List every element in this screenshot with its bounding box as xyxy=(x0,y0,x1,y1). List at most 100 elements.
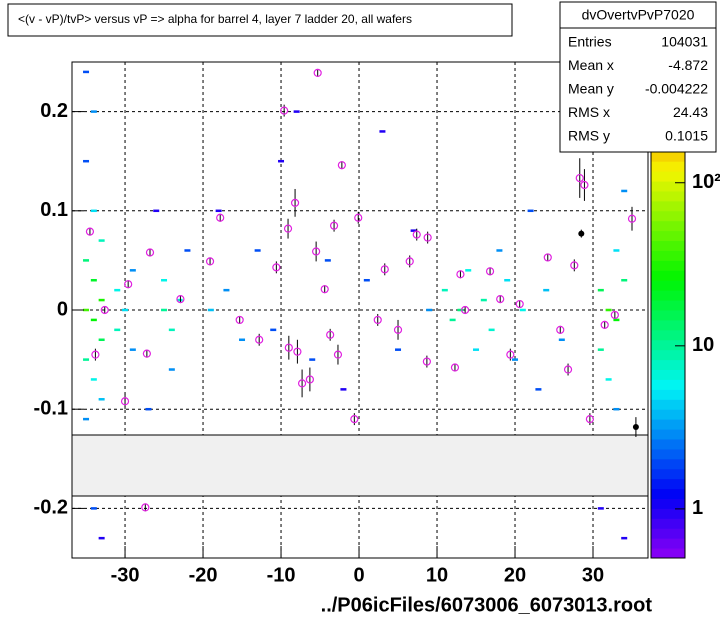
palette-step xyxy=(651,488,685,499)
x-tick-label: 0 xyxy=(353,564,364,586)
profile-point xyxy=(354,213,363,222)
heatmap-cell xyxy=(161,278,168,282)
heatmap-cell xyxy=(363,278,370,282)
heatmap-cell xyxy=(441,288,448,292)
profile-point xyxy=(350,415,359,424)
stats-label: Mean y xyxy=(568,81,614,97)
profile-point xyxy=(575,173,584,183)
heatmap-cell xyxy=(90,110,97,113)
profile-point xyxy=(543,253,552,262)
palette-step xyxy=(651,528,685,539)
heatmap-cell xyxy=(98,536,105,540)
palette-step xyxy=(651,210,685,222)
heatmap-cell xyxy=(621,278,628,282)
profile-point xyxy=(380,265,389,274)
z-tick-label: 10² xyxy=(692,171,720,193)
z-tick-label: 1 xyxy=(692,497,703,519)
palette-step xyxy=(651,319,685,331)
title-box xyxy=(7,3,513,37)
stats-value: 24.43 xyxy=(673,104,708,120)
heatmap-cell xyxy=(98,298,105,302)
profile-point xyxy=(326,330,335,339)
heatmap-cell xyxy=(426,308,433,312)
heatmap-cell xyxy=(98,239,105,242)
profile-point xyxy=(556,325,565,334)
palette-step xyxy=(651,260,685,271)
x-tick-label: -30 xyxy=(111,564,140,586)
heatmap-cell xyxy=(184,249,191,252)
profile-point xyxy=(456,270,465,279)
heatmap-cell xyxy=(215,209,222,213)
heatmap-cell xyxy=(621,189,628,193)
palette-step xyxy=(651,290,685,301)
heatmap-cell xyxy=(83,417,90,421)
palette-step xyxy=(651,399,685,410)
chart-title: <(v - vP)/tvP> versus vP => alpha for ba… xyxy=(18,12,412,26)
palette-step xyxy=(651,379,685,390)
stats-value: 0.1015 xyxy=(665,128,708,144)
palette-step xyxy=(651,468,685,480)
heatmap-cell xyxy=(465,269,472,272)
profile-point xyxy=(216,213,225,222)
profile-point xyxy=(496,294,505,304)
heatmap-cell xyxy=(597,288,604,292)
heatmap-cell xyxy=(449,318,456,322)
heatmap-cell xyxy=(145,407,152,411)
heatmap-cell xyxy=(83,159,90,163)
heatmap-cell xyxy=(309,358,316,361)
heatmap-cell xyxy=(293,110,300,113)
outlier-point xyxy=(632,424,639,431)
profile-point xyxy=(320,285,329,294)
profile-point xyxy=(235,315,244,325)
stats-box xyxy=(559,1,717,153)
heatmap-cell xyxy=(122,308,129,312)
profile-point xyxy=(329,221,339,230)
palette-step xyxy=(651,409,685,420)
profile-point xyxy=(515,299,524,309)
palette-step xyxy=(651,230,685,242)
profile-point xyxy=(205,257,215,266)
heatmap-cell xyxy=(597,348,604,351)
y-tick-label: 0.1 xyxy=(40,199,68,221)
heatmap-cell xyxy=(527,209,534,213)
heatmap-cell xyxy=(613,407,620,411)
x-tick-label: 10 xyxy=(426,564,448,586)
profile-point xyxy=(312,247,321,256)
heatmap-cell xyxy=(83,70,90,74)
heatmap-cell xyxy=(543,288,550,292)
palette-step xyxy=(651,161,685,172)
profile-point xyxy=(600,320,609,329)
heatmap-cell xyxy=(207,308,214,312)
profile-point xyxy=(423,233,432,242)
profile-point xyxy=(145,248,155,257)
profile-point xyxy=(124,280,133,289)
heatmap-cell xyxy=(90,318,97,322)
profile-point xyxy=(627,214,637,223)
heatmap-cell xyxy=(496,249,503,252)
profile-point xyxy=(450,363,460,372)
heatmap-cell xyxy=(90,507,97,510)
stats-label: Mean x xyxy=(568,57,614,73)
outlier-point xyxy=(578,230,585,237)
heatmap-cell xyxy=(90,378,97,381)
palette-step xyxy=(651,190,685,202)
profile-point xyxy=(610,310,619,320)
palette-step xyxy=(651,389,685,400)
heatmap-cell xyxy=(480,298,487,302)
heatmap-cell xyxy=(98,338,105,342)
palette-step xyxy=(651,458,685,470)
profile-point xyxy=(120,397,130,406)
palette-step xyxy=(651,448,685,460)
y-tick-label: 0 xyxy=(57,298,68,320)
palette-step xyxy=(651,339,685,351)
profile-point xyxy=(141,503,150,512)
stats-value: -4.872 xyxy=(668,57,708,73)
profile-point xyxy=(85,227,95,236)
profile-point xyxy=(405,257,414,266)
heatmap-cell xyxy=(129,269,136,272)
palette-step xyxy=(651,250,685,261)
profile-point xyxy=(142,349,151,358)
heatmap-cell xyxy=(379,130,386,133)
stats-value: 104031 xyxy=(661,34,708,50)
